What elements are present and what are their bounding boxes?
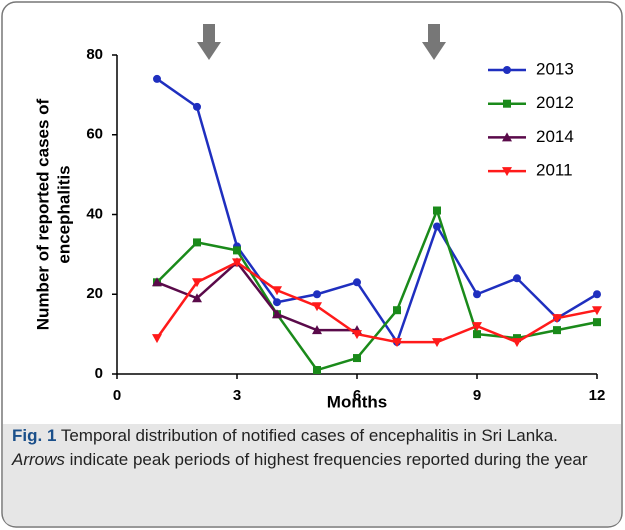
marker [232, 258, 242, 268]
marker [192, 278, 202, 288]
marker [272, 286, 282, 296]
marker [152, 277, 162, 287]
legend-label: 2012 [536, 93, 574, 112]
marker [552, 314, 562, 324]
marker [513, 274, 521, 283]
marker [512, 338, 522, 348]
marker [473, 330, 481, 339]
marker [313, 366, 321, 375]
series-line [156, 77, 598, 345]
marker [353, 354, 361, 363]
y-tick-label: 20 [86, 285, 103, 302]
series-line [156, 260, 357, 332]
caption: Fig. 1 Temporal distribution of notified… [12, 424, 610, 472]
caption-text: Temporal distribution of notified cases … [60, 426, 558, 445]
marker [392, 338, 402, 348]
x-tick-label: 9 [473, 387, 481, 404]
y-axis-label: encephalitis [54, 165, 73, 263]
marker [153, 74, 161, 83]
marker [503, 99, 511, 108]
marker [433, 206, 441, 215]
marker [272, 309, 282, 319]
caption-band [3, 424, 621, 526]
marker [273, 298, 281, 307]
caption-label: Fig. 1 [12, 426, 57, 445]
x-tick-label: 3 [233, 387, 241, 404]
y-axis-label: Number of reported cases of [33, 98, 52, 330]
marker [393, 306, 401, 315]
marker [502, 167, 512, 177]
series-line [155, 260, 598, 344]
x-tick-label: 0 [113, 387, 121, 404]
caption-text: indicate peak periods of highest frequen… [69, 450, 588, 469]
marker [352, 330, 362, 340]
marker [433, 222, 441, 231]
y-tick-label: 60 [86, 126, 103, 143]
legend-label: 2014 [536, 127, 574, 146]
marker [353, 278, 361, 287]
caption-italic: Arrows [12, 450, 65, 469]
legend-label: 2011 [536, 161, 573, 180]
marker [502, 132, 512, 142]
x-tick-label: 6 [353, 387, 361, 404]
marker [312, 325, 322, 335]
x-axis-label: Months [327, 392, 387, 411]
marker [473, 290, 481, 299]
marker [152, 334, 162, 344]
y-tick-label: 40 [86, 205, 103, 222]
marker [592, 306, 602, 316]
x-tick-label: 12 [589, 387, 606, 404]
marker [192, 293, 202, 303]
y-tick-label: 0 [95, 365, 103, 382]
arrow [422, 24, 446, 60]
y-tick-label: 80 [86, 46, 103, 63]
marker [503, 66, 511, 74]
legend-label: 2013 [536, 59, 574, 78]
marker [193, 238, 201, 247]
marker [233, 246, 241, 255]
arrow [197, 24, 221, 60]
marker [312, 302, 322, 312]
marker [553, 326, 561, 335]
marker [193, 102, 201, 111]
marker [593, 290, 601, 299]
marker [593, 318, 601, 327]
marker [472, 322, 482, 332]
marker [313, 290, 321, 299]
marker [432, 338, 442, 348]
